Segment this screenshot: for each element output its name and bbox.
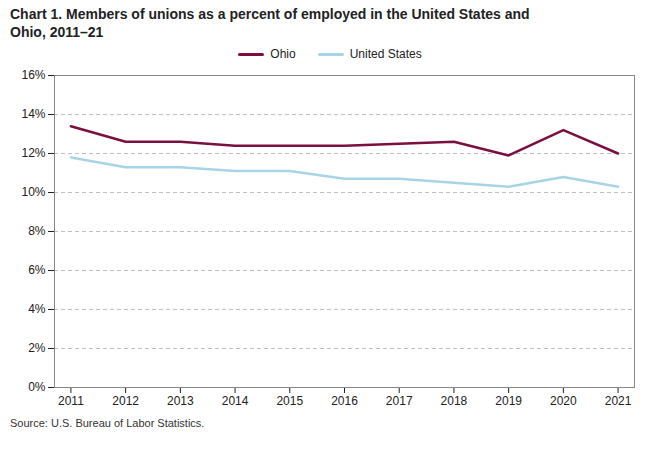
svg-text:2012: 2012	[112, 394, 139, 408]
svg-text:2021: 2021	[605, 394, 632, 408]
svg-text:2018: 2018	[441, 394, 468, 408]
svg-text:2019: 2019	[495, 394, 522, 408]
svg-text:2014: 2014	[222, 394, 249, 408]
svg-text:4%: 4%	[28, 302, 46, 316]
svg-text:2020: 2020	[550, 394, 577, 408]
svg-text:2011: 2011	[58, 394, 84, 408]
html-text:Chart 1. Members of unions as: Chart 1. Members of unions as a percent …	[10, 6, 530, 40]
svg-text:16%: 16%	[21, 68, 45, 82]
svg-text:12%: 12%	[21, 146, 45, 160]
svg-text:8%: 8%	[28, 224, 46, 238]
svg-text:0%: 0%	[28, 380, 46, 394]
svg-text:2016: 2016	[331, 394, 358, 408]
html-text:Ohio: Ohio	[270, 47, 296, 61]
html-text:Source: U.S. Bureau of Labor S: Source: U.S. Bureau of Labor Statistics.	[10, 417, 205, 429]
html-text:United States: United States	[349, 47, 422, 61]
svg-text:2%: 2%	[28, 341, 46, 355]
svg-text:2015: 2015	[276, 394, 303, 408]
svg-text:2017: 2017	[386, 394, 413, 408]
svg-text:6%: 6%	[28, 263, 46, 277]
svg-text:2013: 2013	[167, 394, 194, 408]
svg-text:14%: 14%	[21, 107, 45, 121]
svg-text:10%: 10%	[21, 185, 45, 199]
